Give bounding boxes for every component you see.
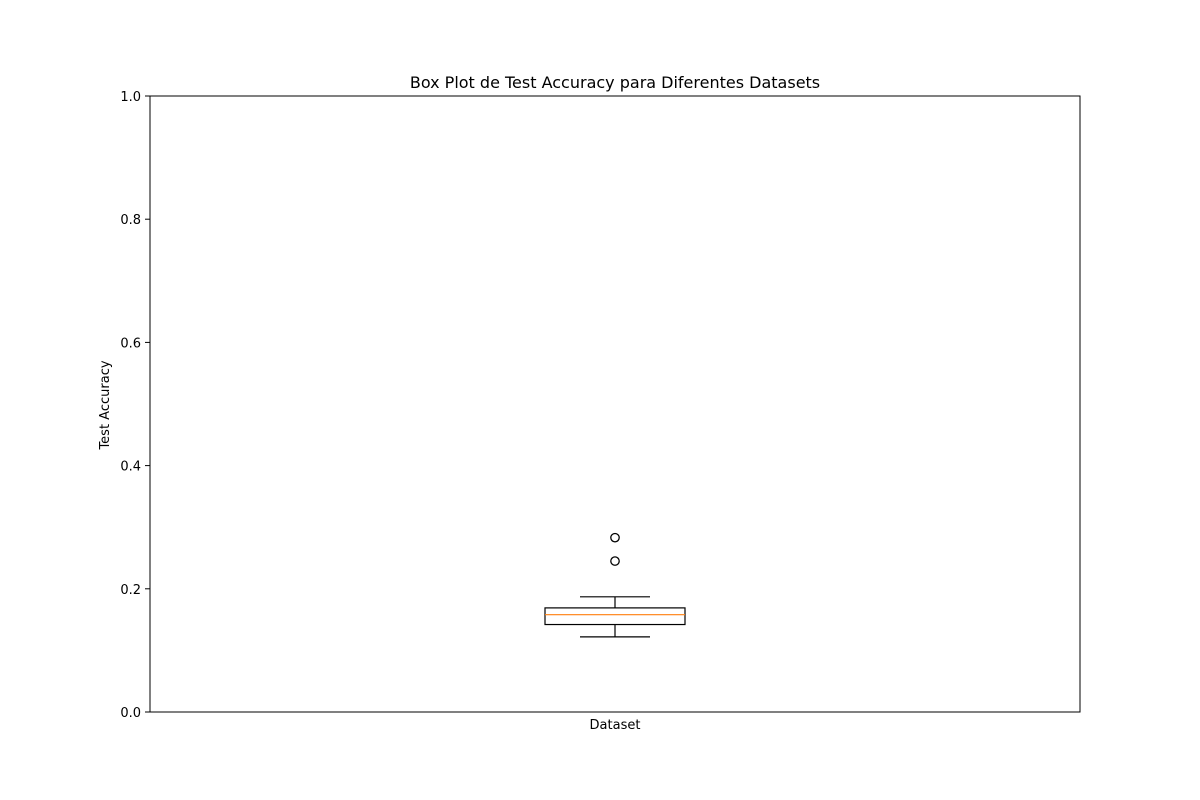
y-tick-label: 0.8 [120, 213, 141, 228]
chart-title: Box Plot de Test Accuracy para Diferente… [410, 73, 820, 92]
outlier-point [610, 556, 620, 566]
y-tick-label: 0.4 [120, 460, 141, 475]
y-tick-label: 0.6 [120, 336, 141, 351]
x-axis-label: Dataset [590, 718, 641, 733]
axes-frame [149, 95, 1081, 713]
y-tick-label: 0.2 [120, 583, 141, 598]
plot-area: 0.0 0.2 0.4 0.6 0.8 1.0 [120, 90, 1081, 721]
y-tick-label: 1.0 [120, 90, 141, 105]
y-tick-label: 0.0 [120, 706, 141, 721]
outlier-point [610, 532, 620, 543]
y-axis-label: Test Accuracy [98, 360, 113, 450]
iqr-box [544, 607, 686, 626]
